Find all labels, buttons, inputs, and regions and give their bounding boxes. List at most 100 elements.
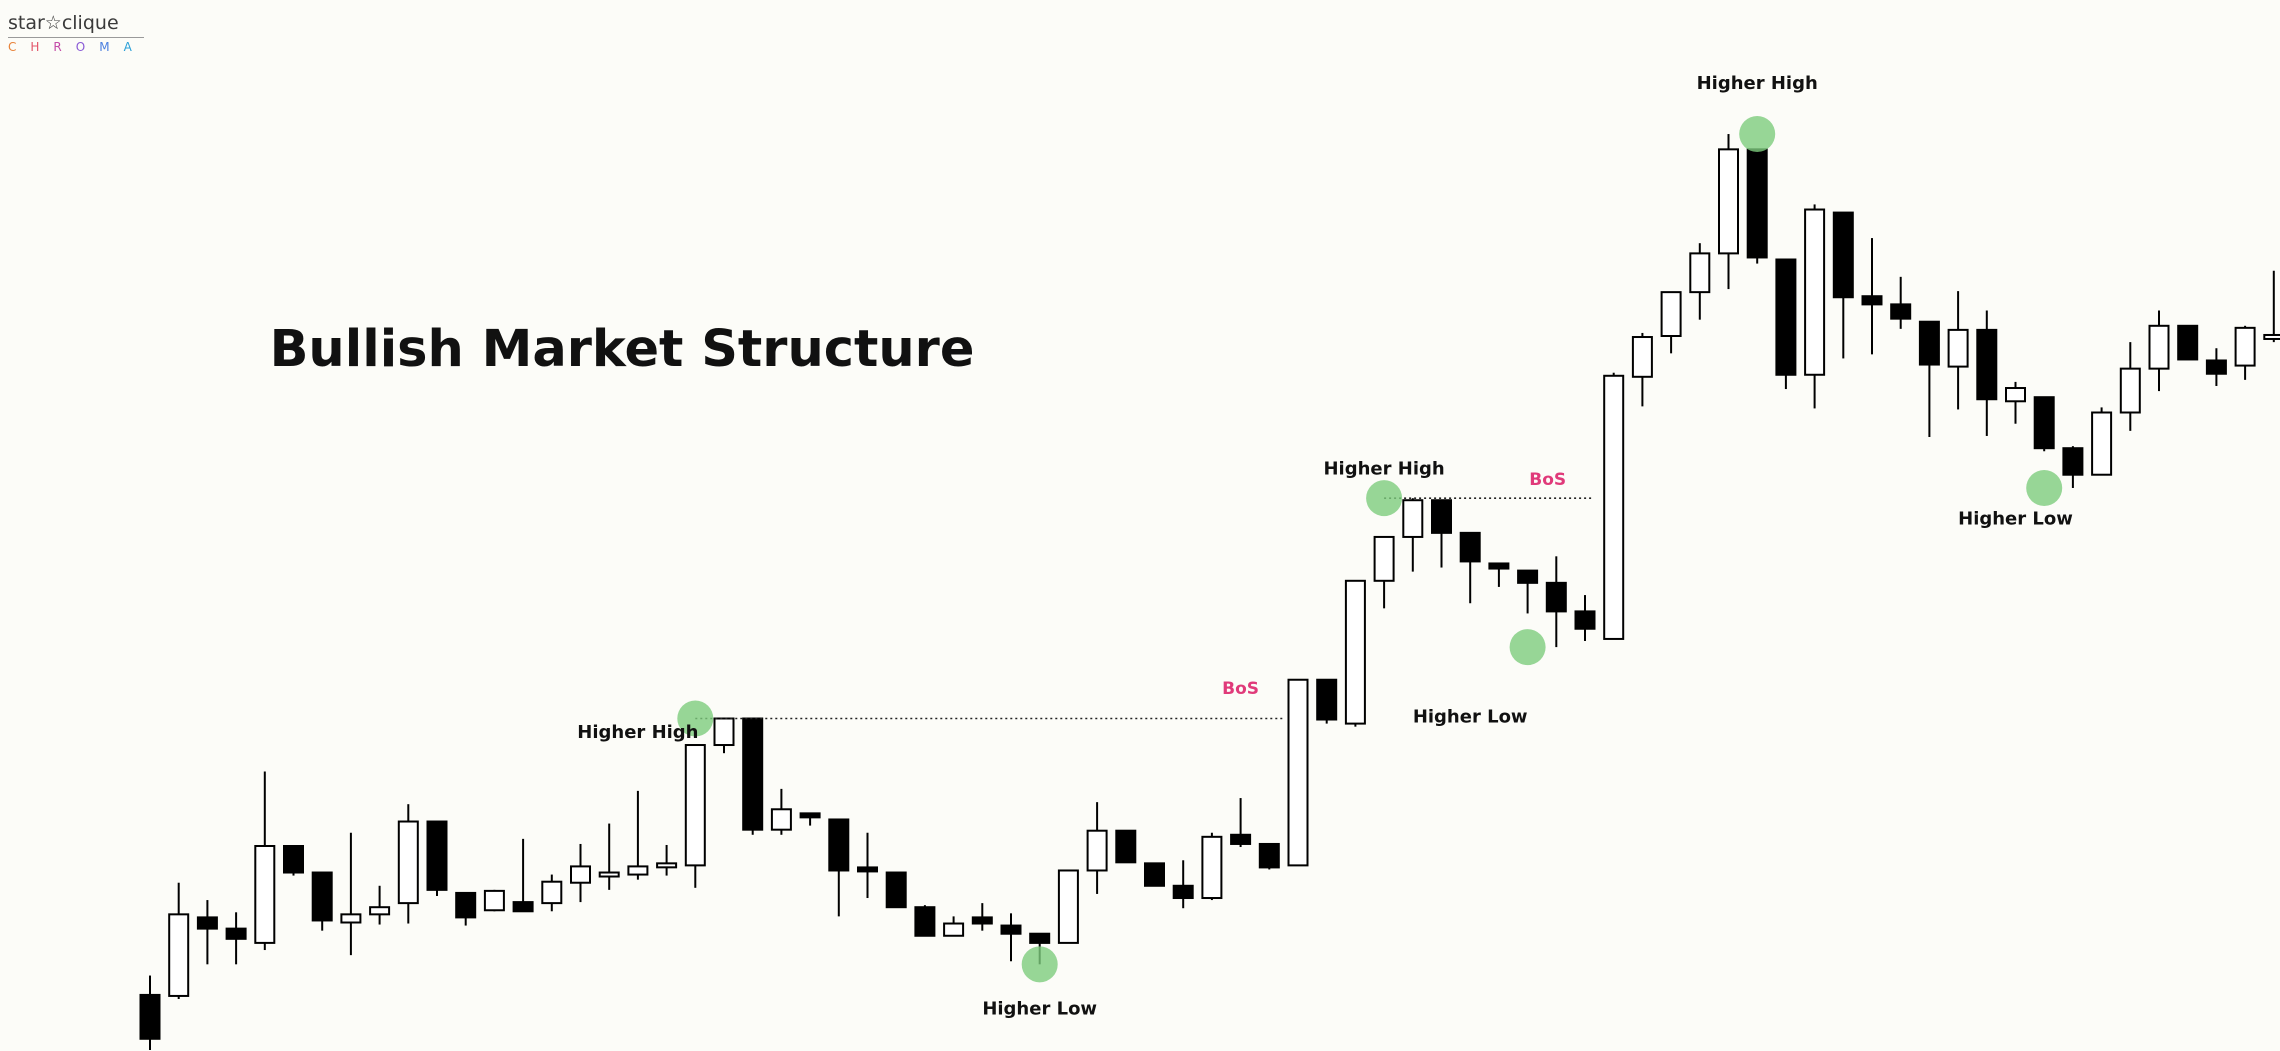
bearish-candle-body [1574, 610, 1596, 630]
bullish-candle-body [1402, 499, 1424, 538]
bullish-candle-body [541, 880, 563, 905]
candle [369, 885, 391, 925]
candle [139, 975, 161, 1050]
bullish-candle-body [369, 906, 391, 916]
annotations-layer: Higher High BoS Higher Low Higher High BoS Hi… [577, 73, 2073, 1019]
candle [2148, 310, 2170, 392]
candle [196, 900, 218, 965]
bullish-candle-body [770, 808, 792, 831]
candle [742, 717, 764, 835]
candle [1258, 842, 1280, 870]
candle [1746, 148, 1768, 264]
bullish-candle-body [713, 717, 735, 747]
candle [943, 916, 965, 937]
bearish-candle-body [1115, 829, 1137, 864]
candle [1718, 134, 1739, 290]
bearish-candle-body [1000, 924, 1022, 935]
bullish-candle-body [1660, 291, 1682, 338]
candle [1890, 276, 1912, 329]
bearish-candle-body [799, 812, 821, 819]
candle [541, 874, 563, 912]
swing-point-marker [1021, 946, 1058, 983]
bullish-candle-body [483, 889, 505, 912]
swing-points-layer [677, 116, 2063, 983]
candle [1976, 310, 1998, 436]
candle [1574, 595, 1596, 641]
brand-name: star☆clique [8, 12, 144, 38]
candles-layer [139, 134, 2280, 1050]
bullish-candle-body [2148, 324, 2170, 370]
candle [1947, 291, 1969, 410]
candle [1488, 562, 1510, 587]
candle [570, 843, 591, 903]
chart-title: Bullish Market Structure [270, 320, 975, 379]
structure-label: Higher Low [1413, 707, 1528, 728]
bearish-candle-body [1775, 258, 1797, 376]
bearish-candle-body [139, 993, 161, 1040]
candle [1431, 499, 1452, 568]
bearish-candle-body [914, 906, 936, 937]
structure-label: Higher Low [1958, 509, 2073, 530]
candle [1603, 372, 1625, 640]
bullish-candle-body [570, 865, 591, 884]
structure-label: Higher High [1323, 459, 1444, 480]
candle [828, 818, 850, 917]
candle [1689, 243, 1711, 320]
structure-label: Higher High [1697, 73, 1818, 94]
candle [971, 903, 993, 931]
candle [2062, 446, 2084, 488]
bullish-candle-body [1718, 148, 1739, 255]
structure-label: Higher High [577, 722, 698, 743]
bearish-candle-body [225, 927, 247, 940]
bullish-candle-body [1201, 835, 1223, 900]
candle [283, 845, 304, 876]
bearish-candle-body [196, 916, 218, 930]
candle [483, 889, 505, 912]
bullish-candle-body [2119, 367, 2141, 414]
candle [2033, 396, 2055, 452]
candle [1373, 535, 1395, 609]
candle [1918, 320, 1940, 437]
candle [512, 838, 534, 913]
bearish-candle-body [1517, 569, 1539, 584]
candle [311, 871, 333, 931]
bearish-candle-body [1258, 842, 1280, 869]
bullish-candle-body [2005, 387, 2026, 403]
candle [1804, 204, 1826, 409]
bearish-candle-body [1890, 303, 1912, 320]
candle [1115, 829, 1137, 864]
candle [225, 912, 247, 965]
candle [2119, 342, 2141, 431]
bearish-candle-body [1918, 320, 1940, 366]
bullish-candle-body [1344, 579, 1366, 725]
candle [1660, 291, 1682, 354]
bullish-candle-body [2091, 411, 2113, 476]
bullish-candle-body [2263, 333, 2280, 340]
candle [2205, 348, 2227, 386]
bullish-candle-body [1373, 535, 1395, 582]
swing-point-marker [1366, 480, 1403, 517]
candle [1201, 832, 1223, 901]
candle [799, 812, 821, 826]
bullish-candle-body [1947, 328, 1969, 368]
bearish-candle-body [2177, 324, 2199, 361]
bearish-candle-body [1172, 884, 1194, 900]
candle [684, 744, 706, 888]
brand-logo: star☆clique CHROMA [8, 12, 144, 54]
bullish-candle-body [943, 922, 965, 937]
bullish-candle-body [1631, 336, 1653, 378]
candle [770, 788, 792, 835]
bullish-candle-body [598, 871, 620, 878]
bullish-candle-body [627, 865, 649, 876]
bullish-candle-body [1689, 252, 1711, 294]
candle [857, 832, 878, 899]
brand-subtitle-letter: O [75, 40, 100, 54]
candle [2177, 324, 2199, 361]
bearish-candle-body [1316, 678, 1338, 721]
bearish-candle-body [742, 717, 764, 831]
candle [1057, 869, 1079, 944]
candle [598, 823, 620, 890]
bearish-candle-body [885, 871, 907, 909]
candle [656, 844, 678, 876]
candle [1861, 238, 1883, 355]
